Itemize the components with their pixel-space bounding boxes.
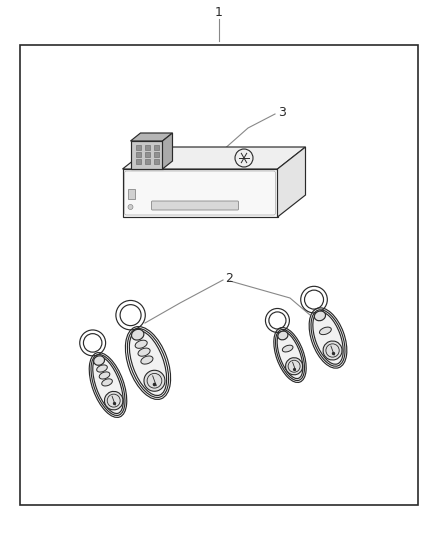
Ellipse shape (94, 356, 105, 365)
Ellipse shape (277, 332, 303, 378)
Ellipse shape (286, 358, 303, 375)
Ellipse shape (129, 330, 166, 395)
Circle shape (128, 205, 133, 209)
Polygon shape (123, 147, 305, 169)
Ellipse shape (104, 391, 123, 410)
Text: 2: 2 (225, 271, 233, 285)
Bar (135, 152, 141, 157)
Bar (145, 152, 149, 157)
Polygon shape (162, 133, 173, 169)
Ellipse shape (141, 356, 153, 364)
Ellipse shape (99, 372, 110, 379)
Ellipse shape (283, 345, 293, 352)
Ellipse shape (314, 311, 325, 321)
Bar (20, 45, 418, 505)
Ellipse shape (313, 312, 343, 364)
Polygon shape (123, 169, 278, 217)
Ellipse shape (278, 331, 288, 340)
Bar (135, 159, 141, 164)
Text: 1: 1 (215, 6, 223, 20)
Bar (153, 145, 159, 150)
Bar (135, 145, 141, 150)
Polygon shape (131, 133, 173, 141)
Polygon shape (278, 147, 305, 217)
Bar (145, 145, 149, 150)
Bar (153, 159, 159, 164)
Bar (145, 159, 149, 164)
Ellipse shape (319, 327, 331, 335)
Bar (131, 141, 162, 169)
Text: 3: 3 (278, 107, 286, 119)
Ellipse shape (323, 341, 342, 360)
Bar (153, 152, 159, 157)
Bar (127, 189, 134, 199)
Circle shape (235, 149, 253, 167)
Ellipse shape (144, 370, 165, 391)
Ellipse shape (93, 357, 123, 414)
Ellipse shape (97, 365, 107, 372)
Ellipse shape (131, 329, 144, 340)
FancyBboxPatch shape (152, 201, 239, 210)
Ellipse shape (102, 379, 113, 386)
Ellipse shape (135, 340, 147, 349)
Ellipse shape (138, 348, 150, 356)
